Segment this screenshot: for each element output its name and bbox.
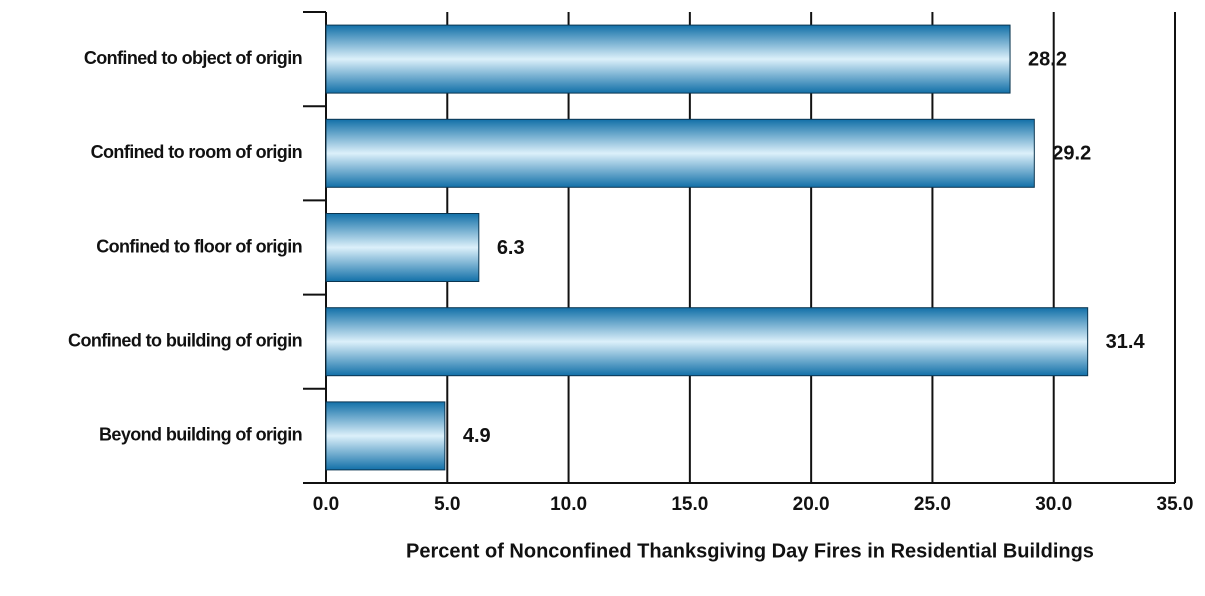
x-tick-label: 15.0 bbox=[671, 494, 708, 515]
bar bbox=[325, 24, 1011, 94]
x-tick-label: 5.0 bbox=[434, 494, 460, 515]
x-axis-title: Percent of Nonconfined Thanksgiving Day … bbox=[406, 540, 1094, 562]
y-tick-label: Confined to building of origin bbox=[68, 330, 302, 350]
bar bbox=[325, 307, 1089, 377]
bar bbox=[325, 213, 480, 282]
data-label: 29.2 bbox=[1052, 143, 1091, 165]
y-tick-label: Confined to object of origin bbox=[84, 48, 302, 68]
data-label: 4.9 bbox=[463, 425, 491, 447]
x-tick-label: 35.0 bbox=[1157, 494, 1194, 515]
y-tick-label: Confined to floor of origin bbox=[96, 236, 302, 256]
data-label: 28.2 bbox=[1028, 48, 1067, 70]
x-tick-label: 25.0 bbox=[914, 494, 951, 515]
bar bbox=[325, 118, 1035, 188]
bar bbox=[325, 401, 446, 471]
x-tick-label: 20.0 bbox=[793, 494, 830, 515]
y-tick-label: Beyond building of origin bbox=[99, 425, 302, 445]
data-label: 31.4 bbox=[1106, 331, 1146, 353]
x-tick-label: 30.0 bbox=[1035, 494, 1072, 515]
x-tick-label: 10.0 bbox=[550, 494, 587, 515]
data-label: 6.3 bbox=[497, 237, 525, 259]
y-tick-label: Confined to room of origin bbox=[91, 142, 302, 162]
x-tick-label: 0.0 bbox=[313, 494, 339, 515]
